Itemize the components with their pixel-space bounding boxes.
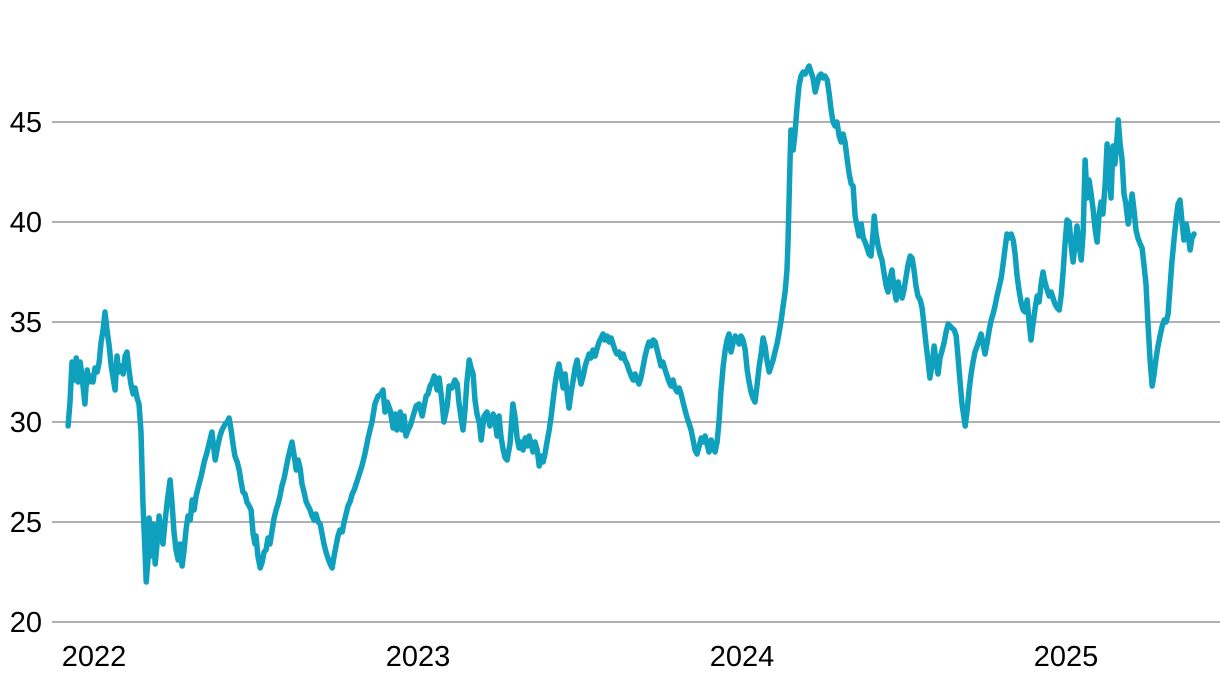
gridlines bbox=[52, 121, 1220, 623]
price-line-series bbox=[65, 63, 1197, 585]
y-tick-label-45: 45 bbox=[10, 107, 42, 139]
y-tick-label-20: 20 bbox=[10, 607, 42, 639]
x-axis-tick-labels: 2022 2023 2024 2025 bbox=[62, 641, 1099, 673]
x-tick-label-2022: 2022 bbox=[62, 641, 127, 673]
y-tick-label-30: 30 bbox=[10, 407, 42, 439]
y-tick-label-25: 25 bbox=[10, 507, 42, 539]
y-axis-tick-labels: 20 25 30 35 40 45 bbox=[10, 107, 42, 639]
x-tick-label-2024: 2024 bbox=[710, 641, 775, 673]
price-line bbox=[65, 63, 1197, 585]
x-tick-label-2023: 2023 bbox=[386, 641, 451, 673]
x-tick-label-2025: 2025 bbox=[1034, 641, 1099, 673]
y-tick-label-40: 40 bbox=[10, 207, 42, 239]
y-tick-label-35: 35 bbox=[10, 307, 42, 339]
